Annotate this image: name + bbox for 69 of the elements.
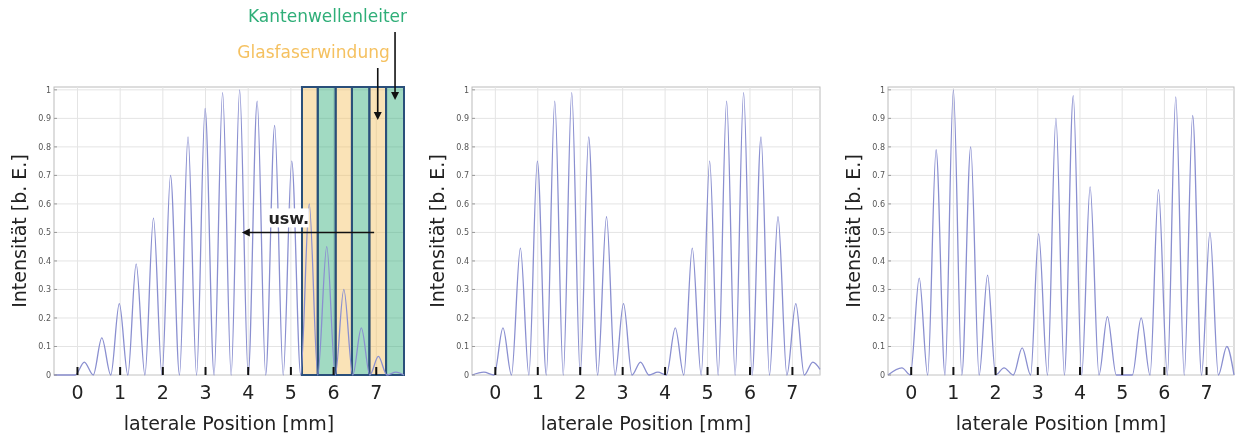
x-tick-label: 1 (947, 381, 960, 403)
y-tick-label: 0.1 (38, 342, 51, 352)
y-tick-label: 0.9 (38, 114, 51, 124)
y-tick-label: 1 (879, 85, 885, 95)
y-tick-label: 0.7 (38, 171, 51, 181)
x-tick-label: 2 (989, 381, 1002, 403)
y-tick-label: 0.6 (38, 199, 51, 209)
x-axis-title: laterale Position [mm] (123, 412, 335, 434)
x-axis-title: laterale Position [mm] (540, 412, 752, 434)
y-tick-label: 1 (45, 85, 51, 95)
x-tick-label: 6 (327, 381, 340, 403)
x-tick-label: 3 (616, 381, 629, 403)
y-tick-label: 0.9 (456, 114, 469, 124)
y-tick-label: 0.5 (872, 228, 885, 238)
x-tick-label: 4 (659, 381, 672, 403)
y-tick-label: 0.2 (38, 313, 51, 323)
line-series (471, 92, 821, 376)
band-label: Kantenwellenleiter (248, 6, 408, 26)
y-tick-label: 0.5 (38, 228, 51, 238)
x-tick-label: 7 (370, 381, 383, 403)
x-tick-label: 3 (199, 381, 212, 403)
x-tick-label: 3 (1031, 381, 1044, 403)
y-tick-label: 0.8 (38, 142, 51, 152)
x-tick-label: 2 (156, 381, 169, 403)
y-tick-label: 0.1 (456, 342, 469, 352)
y-tick-label: 0.3 (456, 285, 469, 295)
annotation: usw. (268, 209, 310, 229)
x-tick-label: 1 (531, 381, 544, 403)
x-tick-label: 7 (1200, 381, 1213, 403)
y-tick-label: 0 (879, 370, 885, 380)
x-tick-label: 5 (284, 381, 297, 403)
y-tick-label: 0.4 (38, 256, 51, 266)
y-tick-label: 0 (45, 370, 51, 380)
line-series (53, 89, 405, 376)
x-tick-label: 5 (701, 381, 714, 403)
x-tick-label: 4 (242, 381, 255, 403)
x-tick-label: 2 (574, 381, 587, 403)
x-tick-label: 5 (1116, 381, 1129, 403)
y-tick-label: 0.1 (872, 342, 885, 352)
y-axis-title: Intensität [b. E.] (842, 154, 864, 308)
y-tick-label: 0.4 (872, 256, 885, 266)
y-tick-label: 0.4 (456, 256, 469, 266)
x-axis-title: laterale Position [mm] (955, 412, 1167, 434)
x-tick-label: 0 (71, 381, 84, 403)
x-tick-label: 7 (786, 381, 799, 403)
y-tick-label: 0.6 (872, 199, 885, 209)
y-tick-label: 0.3 (872, 285, 885, 295)
y-axis-title: Intensität [b. E.] (8, 154, 30, 308)
x-tick-label: 0 (905, 381, 918, 403)
y-tick-label: 1 (463, 85, 469, 95)
x-tick-label: 1 (114, 381, 127, 403)
y-axis-title: Intensität [b. E.] (426, 154, 448, 308)
band-label: Glasfaserwindung (237, 42, 390, 62)
y-tick-label: 0.8 (872, 142, 885, 152)
y-tick-label: 0.6 (456, 199, 469, 209)
y-tick-label: 0.7 (872, 171, 885, 181)
x-tick-label: 0 (489, 381, 502, 403)
y-tick-label: 0.7 (456, 171, 469, 181)
y-tick-label: 0.3 (38, 285, 51, 295)
y-tick-label: 0 (463, 370, 469, 380)
y-tick-label: 0.5 (456, 228, 469, 238)
x-tick-label: 6 (743, 381, 757, 403)
x-tick-label: 6 (1158, 381, 1171, 403)
line-series (887, 89, 1235, 376)
y-tick-label: 0.9 (872, 114, 885, 124)
y-tick-label: 0.2 (872, 313, 885, 323)
y-tick-label: 0.8 (456, 142, 469, 152)
x-tick-label: 4 (1073, 381, 1087, 403)
y-tick-label: 0.2 (456, 313, 469, 323)
